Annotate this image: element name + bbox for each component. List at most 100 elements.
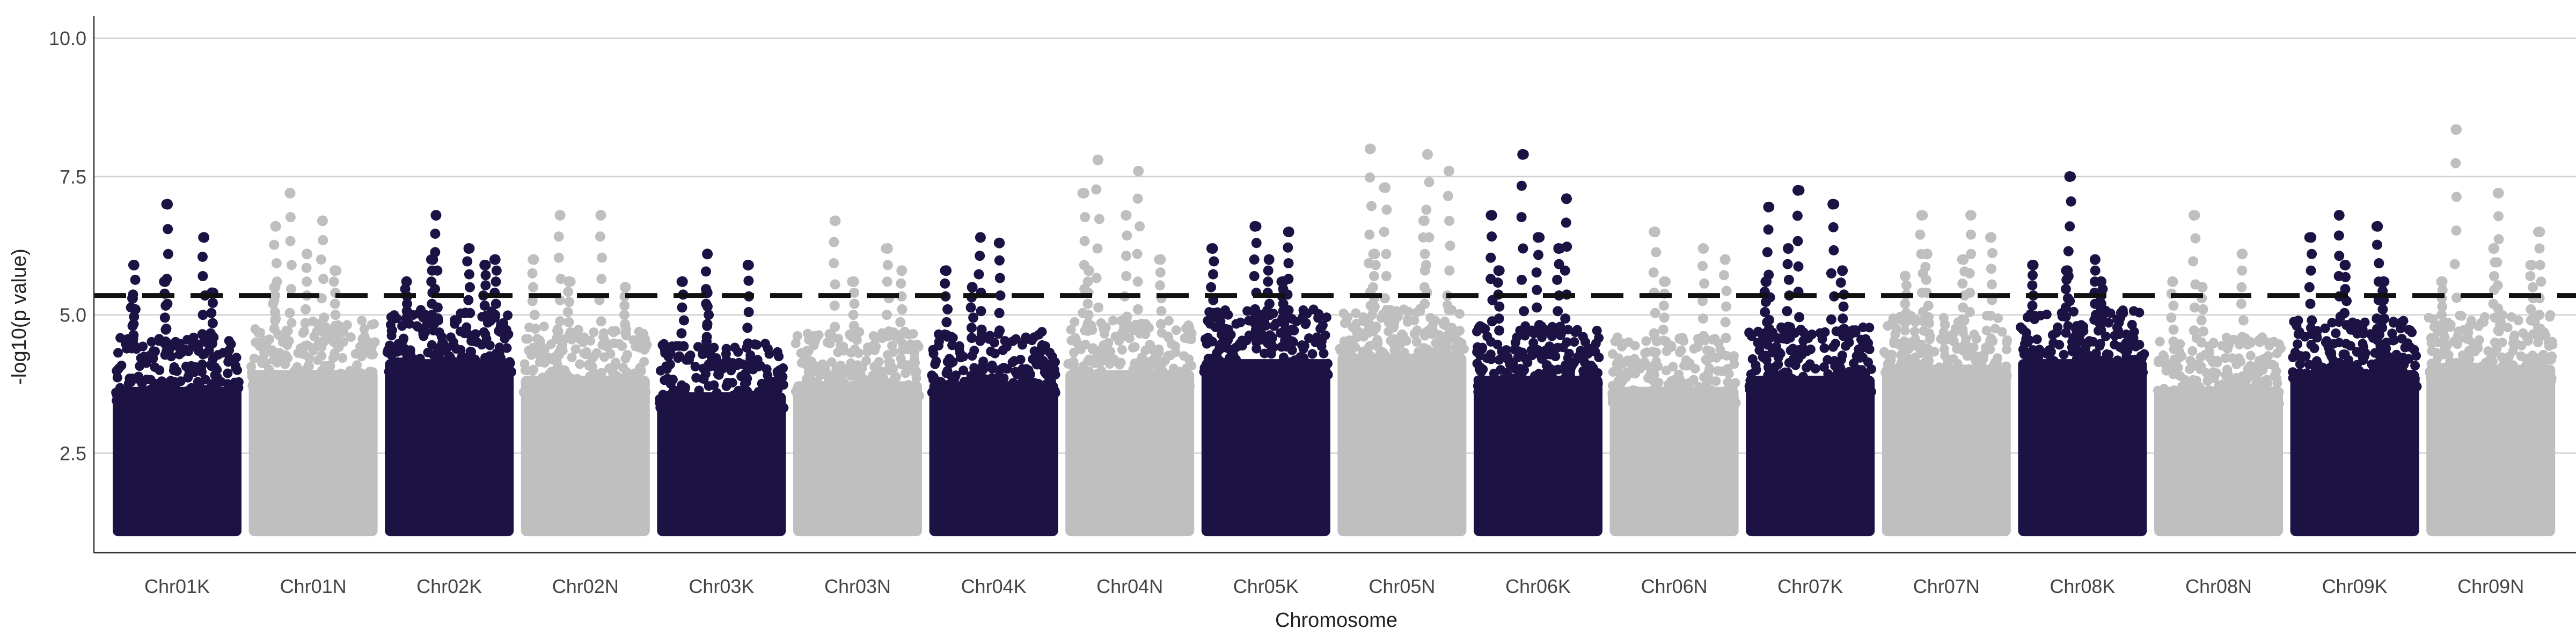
snp-point [445, 352, 455, 362]
snp-point [2526, 304, 2536, 314]
peak-snp-point [1986, 232, 1997, 243]
snp-point [1132, 193, 1143, 204]
snp-point [159, 312, 170, 323]
snp-point [1861, 369, 1870, 379]
snp-point [147, 397, 157, 407]
snp-point [1037, 327, 1047, 337]
snp-point [738, 359, 748, 369]
snp-point [480, 329, 491, 339]
snp-point [2236, 298, 2246, 309]
snp-point [1720, 392, 1730, 402]
snp-point [1847, 325, 1857, 335]
snp-point [826, 357, 837, 367]
snp-point [1721, 333, 1731, 343]
snp-point [521, 378, 531, 388]
snp-point [255, 327, 266, 338]
snp-point [848, 310, 859, 320]
chromosome-point-mass [1474, 376, 1602, 537]
chromosome-point-mass [1882, 364, 2011, 537]
snp-point [2101, 358, 2111, 368]
snp-point [1453, 342, 1463, 353]
chromosome-point-mass [2018, 359, 2147, 537]
snp-point [450, 315, 460, 325]
snp-point [1341, 317, 1351, 327]
snp-point [735, 398, 745, 408]
snp-point [1527, 350, 1537, 361]
snp-point [330, 298, 340, 309]
snp-point [1050, 357, 1060, 367]
snp-point [223, 368, 233, 378]
snp-point [1445, 240, 1455, 251]
snp-point [1308, 304, 1319, 314]
snp-point [387, 325, 397, 335]
peak-snp-point [2237, 248, 2248, 260]
snp-point [1128, 364, 1138, 375]
snp-point [2493, 211, 2504, 222]
peak-snp-point [330, 265, 341, 276]
snp-point [269, 239, 280, 250]
snp-point [1648, 267, 1659, 278]
snp-point [2547, 336, 2557, 347]
snp-point [320, 335, 330, 345]
snp-point [304, 381, 314, 391]
snp-point [480, 270, 491, 281]
snp-point [471, 329, 481, 339]
peak-snp-point [2028, 259, 2039, 270]
snp-point [147, 336, 157, 347]
peak-snp-point [2089, 254, 2101, 265]
snp-point [1000, 336, 1010, 346]
snp-point [2522, 333, 2532, 343]
snp-point [1640, 357, 1650, 367]
snp-point [1511, 380, 1521, 390]
snp-point [2449, 259, 2460, 269]
snp-point [1519, 306, 1529, 317]
snp-point [2198, 304, 2208, 314]
snp-point [2035, 345, 2045, 355]
snp-point [1828, 245, 1839, 255]
snp-point [1391, 306, 1401, 316]
snp-point [679, 315, 689, 326]
snp-point [231, 398, 241, 408]
snp-point [949, 392, 960, 402]
snp-point [590, 369, 600, 379]
snp-point [945, 354, 954, 364]
snp-point [1209, 256, 1219, 267]
snp-point [1421, 204, 1432, 215]
snp-point [2041, 309, 2052, 319]
snp-point [2443, 361, 2454, 371]
snp-point [2237, 265, 2248, 276]
snp-point [163, 224, 173, 235]
snp-point [1751, 365, 1761, 376]
snp-point [1958, 302, 1968, 313]
snp-point [1653, 361, 1663, 371]
snp-point [1155, 267, 1166, 278]
snp-point [830, 279, 840, 290]
x-tick-label: Chr08N [2185, 575, 2252, 597]
snp-point [520, 365, 530, 375]
peak-snp-point [479, 259, 491, 270]
snp-point [286, 260, 297, 270]
peak-snp-point [528, 254, 539, 265]
snp-point [1959, 266, 1970, 277]
snp-point [677, 302, 687, 313]
snp-point [1781, 380, 1791, 390]
snp-point [392, 366, 402, 376]
snp-point [1299, 341, 1309, 351]
snp-point [1554, 259, 1564, 269]
snp-point [1641, 336, 1651, 346]
chromosome-point-mass [793, 381, 922, 537]
snp-point [427, 265, 437, 276]
snp-point [466, 336, 477, 346]
snp-point [434, 327, 444, 338]
snp-point [528, 282, 538, 292]
snp-point [2493, 234, 2504, 245]
snp-point [2500, 367, 2511, 377]
snp-point [2132, 358, 2142, 368]
snp-point [584, 361, 594, 371]
snp-point [1533, 250, 1543, 260]
snp-point [1158, 366, 1168, 376]
snp-point [1762, 317, 1773, 327]
snp-point [1651, 247, 1662, 258]
snp-point [1108, 370, 1118, 380]
